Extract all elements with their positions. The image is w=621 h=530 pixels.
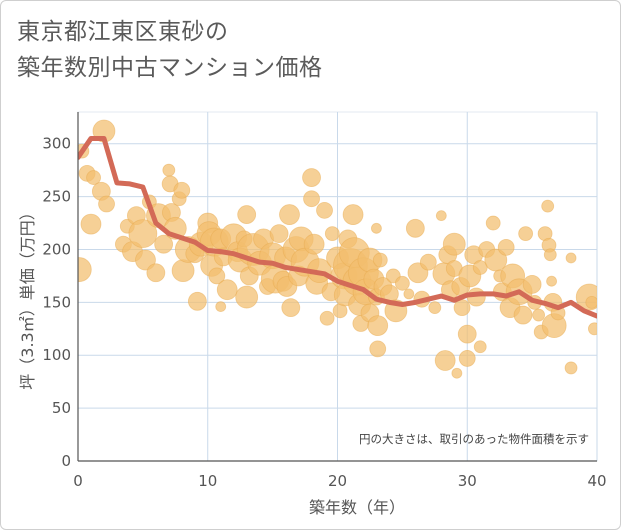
bubble-point [316,201,333,219]
bubble-point [565,252,577,264]
bubble-point [162,163,176,177]
y-tick-label: 100 [42,346,71,364]
bubble-point [324,226,340,242]
bubble-point [215,301,227,312]
bubble-point [279,204,300,225]
bubble-point [237,205,257,224]
bubble-point [405,218,425,238]
y-tick-label: 50 [52,399,71,417]
bubble-point [522,274,542,294]
y-tick-label: 200 [42,240,71,258]
bubble-point [281,298,301,318]
bubble-point [173,181,191,199]
bubble-point [543,248,557,262]
bubble-point [146,263,166,283]
bubble-size-note: 円の大きさは、取引のあった物件面積を示す [359,432,589,446]
y-tick-label: 150 [42,293,71,311]
bubble-point [541,199,555,213]
y-axis-label: 坪（3.3㎡）単価（万円） [18,204,37,389]
bubble-point [457,324,477,344]
bubble-point [154,234,174,254]
bubble-point [303,233,325,255]
bubble-point [235,285,259,309]
bubble-point [485,215,501,231]
bubble-point [98,195,115,213]
bubble-point [303,190,320,208]
bubble-point [128,219,158,249]
bubble-point [451,367,463,379]
chart-title: 東京都江東区東砂の 築年数別中古マンション価格 [17,14,323,86]
title-line-1: 東京都江東区東砂の [17,19,229,45]
bubble-point [369,340,387,358]
bubble-point [473,340,487,354]
x-tick-label: 30 [458,472,477,490]
bubble-point [171,259,195,283]
bubble-point [497,238,515,256]
x-tick-label: 20 [328,472,347,490]
bubble-point [78,257,92,282]
bubble-point [428,301,442,315]
x-axis-label: 築年数（年） [309,498,405,517]
bubble-point [342,204,364,225]
bubble-point [371,222,382,234]
bubble-point [585,295,597,309]
bubble-point [403,288,415,300]
bubble-point [80,213,102,235]
bubble-point [319,310,335,326]
bubble-point [434,350,456,371]
bubble-point [372,252,388,268]
bubble-point [208,267,226,285]
trend-line-layer [78,135,597,319]
axes: 0 10 20 30 40 0 50 100 150 200 250 300 [42,112,607,490]
title-line-2: 築年数別中古マンション価格 [17,55,323,81]
bubble-point [435,210,447,222]
bubble-point [458,350,476,367]
x-tick-label: 0 [73,472,83,490]
bubble-point [588,322,597,336]
bubble-point [302,168,321,187]
bubble-point [187,291,207,311]
bubble-layer [78,119,597,379]
y-tick-label: 250 [42,188,71,206]
bubble-point [216,279,238,301]
bubble-point [419,253,437,271]
bubble-point [394,275,410,291]
bubble-point [269,224,289,244]
bubble-point [564,361,578,375]
bubble-point [546,275,557,287]
x-tick-label: 10 [198,472,217,490]
y-tick-label: 300 [42,135,71,153]
bubble-point [86,170,101,185]
bubble-point [513,305,533,325]
bubble-point [532,308,546,322]
bubble-point [442,232,466,256]
bubble-point [518,226,534,242]
bubble-point [367,315,389,337]
x-tick-label: 40 [587,472,606,490]
trend-line [78,135,597,319]
y-tick-label: 0 [61,452,71,470]
